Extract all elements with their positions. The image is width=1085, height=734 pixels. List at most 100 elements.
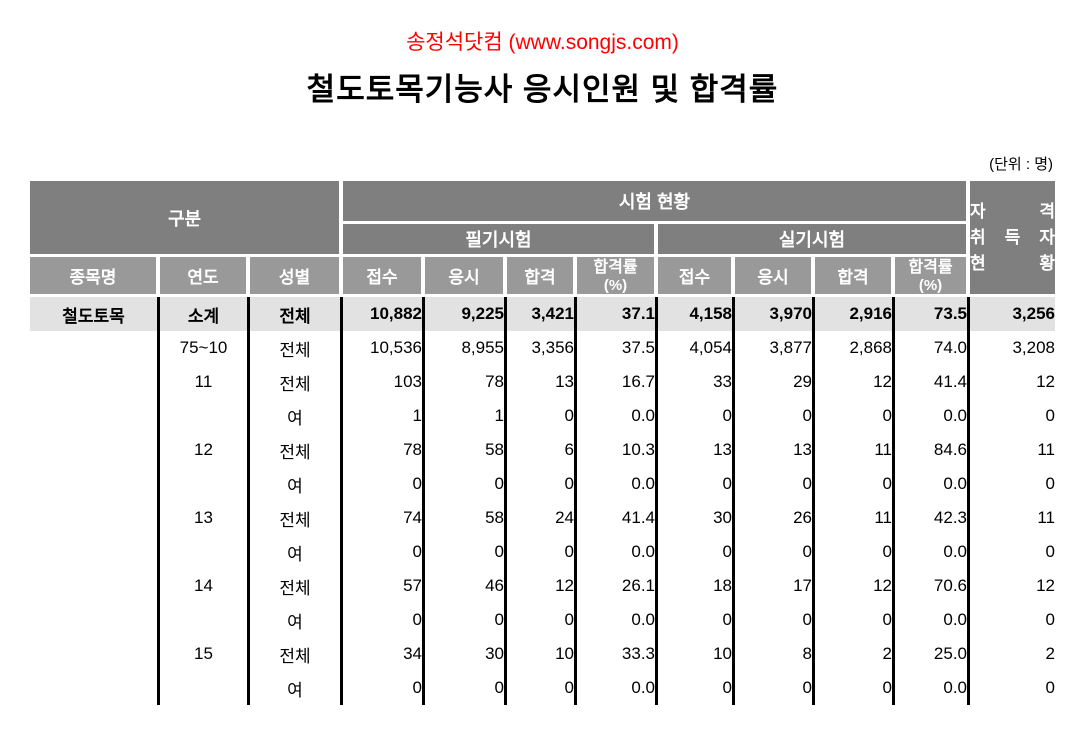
table-cell: 58 [425,501,507,535]
table-cell: 0 [815,399,895,433]
header-row-columns: 종목명 연도 성별 접수 응시 합격 합격률 (%) 접수 응시 합격 합격률 (%) [30,257,1055,297]
table-row: 철도토목 소계 전체 10,882 9,225 3,421 37.1 4,158 3,970 2,… [30,297,1055,331]
table-cell: 여 [250,671,343,705]
table-cell: 37.5 [577,331,658,365]
table-cell: 14 [160,569,250,603]
table-cell: 0.0 [895,399,970,433]
table-row: 여 0 0 0 0.0 0 0 0 0.0 0 [30,671,1055,705]
table-cell: 34 [343,637,425,671]
table-cell: 0 [507,467,577,501]
unit-note: (단위 : 명) [989,156,1053,173]
table-cell: 16.7 [577,365,658,399]
table-row: 13 전체 74 58 24 41.4 30 26 11 42.3 11 [30,501,1055,535]
table-cell: 12 [970,365,1055,399]
table-cell: 3,421 [507,297,577,331]
table-cell: 70.6 [895,569,970,603]
table-cell: 2 [815,637,895,671]
table-cell [160,535,250,569]
table-cell: 0 [658,399,735,433]
col-group-gubun: 구분 [30,181,343,257]
table-cell: 0 [815,467,895,501]
table-cell: 74 [343,501,425,535]
table-cell: 0 [507,535,577,569]
table-cell: 75~10 [160,331,250,365]
column-header: 합격률 (%) [895,257,970,297]
table-cell: 12 [160,433,250,467]
table-cell: 46 [425,569,507,603]
table-cell: 8,955 [425,331,507,365]
table-cell: 10,536 [343,331,425,365]
table-cell: 15 [160,637,250,671]
table-cell [30,467,160,501]
table-cell [30,603,160,637]
table-cell [30,501,160,535]
table-cell: 3,877 [735,331,815,365]
table-cell: 1 [425,399,507,433]
table-cell: 2,916 [815,297,895,331]
table-cell: 3,970 [735,297,815,331]
table-cell: 0 [507,603,577,637]
table-cell: 0 [970,535,1055,569]
table-cell: 0 [507,399,577,433]
table-cell: 10.3 [577,433,658,467]
page: 송정석닷컴 (www.songjs.com) 철도토목기능사 응시인원 및 합격… [30,31,1055,705]
table-cell: 전체 [250,297,343,331]
table-cell: 0 [970,671,1055,705]
table-cell [30,671,160,705]
table-cell: 13 [507,365,577,399]
table-cell: 0.0 [895,467,970,501]
column-header: 합격 [507,257,577,297]
table-cell [30,399,160,433]
table-cell: 0 [735,535,815,569]
table-cell: 0 [343,535,425,569]
table-cell: 여 [250,467,343,501]
table-cell: 0.0 [895,603,970,637]
table-cell: 12 [507,569,577,603]
table-cell [160,399,250,433]
table-cell: 0 [343,467,425,501]
table-cell: 12 [815,365,895,399]
table-cell: 0.0 [577,535,658,569]
table-cell: 0 [658,603,735,637]
table-cell: 전체 [250,331,343,365]
table-cell: 0 [970,603,1055,637]
table-cell: 0 [425,603,507,637]
table-cell: 26.1 [577,569,658,603]
column-header: 응시 [425,257,507,297]
table-cell: 0 [735,603,815,637]
table-cell: 33 [658,365,735,399]
table-cell [160,467,250,501]
table-cell: 여 [250,399,343,433]
table-cell: 0 [658,467,735,501]
table-cell: 철도토목 [30,297,160,331]
table-row: 여 0 0 0 0.0 0 0 0 0.0 0 [30,603,1055,637]
col-group-exam-status: 시험 현황 [343,181,970,224]
table-cell: 0 [425,535,507,569]
table-cell: 0 [425,467,507,501]
column-header: 연도 [160,257,250,297]
table-cell: 0 [507,671,577,705]
table-cell: 0.0 [895,535,970,569]
column-header: 성별 [250,257,343,297]
table-cell: 58 [425,433,507,467]
table-cell: 0 [425,671,507,705]
column-header: 접수 [343,257,425,297]
table-body: 철도토목 소계 전체 10,882 9,225 3,421 37.1 4,158 3,970 2,… [30,297,1055,705]
table-cell: 여 [250,535,343,569]
table-cell: 13 [658,433,735,467]
header-row-exam-types: 필기시험 실기시험 [30,224,1055,257]
table-cell [160,671,250,705]
table-row: 여 0 0 0 0.0 0 0 0 0.0 0 [30,535,1055,569]
table-cell: 13 [160,501,250,535]
table-cell: 12 [970,569,1055,603]
table-row: 여 0 0 0 0.0 0 0 0 0.0 0 [30,467,1055,501]
table-cell: 24 [507,501,577,535]
table-row: 11 전체 103 78 13 16.7 33 29 12 41.4 12 [30,365,1055,399]
table-cell: 0 [735,399,815,433]
table-cell: 25.0 [895,637,970,671]
